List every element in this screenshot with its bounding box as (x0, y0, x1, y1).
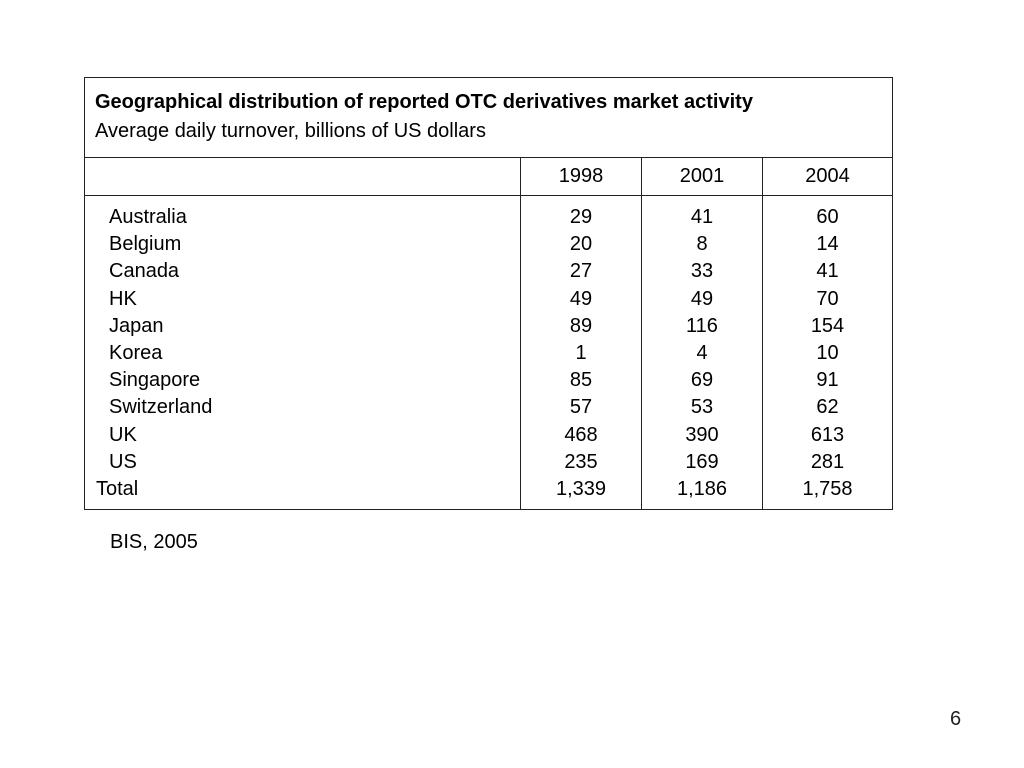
country-label: US (109, 450, 137, 473)
value-cell: 1 (575, 342, 587, 365)
value-cell: 390 (685, 423, 719, 446)
value-cell: 49 (690, 287, 714, 310)
value-cell: 57 (569, 396, 593, 419)
table-subtitle: Average daily turnover, billions of US d… (95, 120, 486, 142)
values-list-2004: 60 14 41 70 154 10 91 62 613 281 1,758 (763, 204, 892, 503)
values-column-1998: 29 20 27 49 89 1 85 57 468 235 1,339 (520, 194, 642, 511)
column-header: 1998 (520, 157, 642, 196)
value-cell: 154 (810, 314, 845, 337)
values-column-2004: 60 14 41 70 154 10 91 62 613 281 1,758 (761, 194, 894, 511)
value-cell: 10 (816, 342, 839, 365)
country-label: Japan (109, 314, 164, 337)
values-list-2001: 41 8 33 49 116 4 69 53 390 169 1,186 (642, 204, 762, 503)
total-value-cell: 1,758 (802, 478, 853, 501)
page-number: 6 (950, 708, 962, 730)
body-row: Australia Belgium Canada HK Japan Korea Singap… (84, 194, 894, 511)
value-cell: 41 (690, 206, 714, 228)
value-cell: 4 (696, 342, 708, 365)
total-label: Total (96, 478, 139, 501)
value-cell: 169 (685, 450, 719, 473)
header-blank-cell (84, 157, 521, 196)
country-label: Belgium (109, 233, 182, 256)
country-label: UK (109, 423, 137, 446)
country-label: HK (109, 287, 137, 310)
total-value-cell: 1,339 (555, 478, 607, 501)
source-note: BIS, 2005 (110, 531, 198, 553)
value-cell: 468 (564, 423, 598, 446)
value-cell: 60 (816, 206, 839, 228)
total-value-cell: 1,186 (676, 478, 728, 501)
table-title-cell: Geographical distribution of reported OT… (83, 77, 894, 158)
values-list-1998: 29 20 27 49 89 1 85 57 468 235 1,339 (521, 204, 641, 503)
value-cell: 235 (564, 450, 598, 473)
value-cell: 49 (569, 287, 593, 310)
value-cell: 8 (696, 233, 708, 256)
column-header: 2001 (641, 157, 763, 196)
value-cell: 14 (816, 233, 839, 256)
value-cell: 89 (569, 314, 593, 337)
value-cell: 41 (816, 260, 839, 283)
value-cell: 70 (816, 287, 839, 310)
value-cell: 613 (810, 423, 845, 446)
value-cell: 53 (690, 396, 714, 419)
header-row: 1998 2001 2004 (84, 157, 894, 196)
value-cell: 116 (686, 314, 718, 337)
country-label: Korea (109, 342, 163, 365)
values-column-2001: 41 8 33 49 116 4 69 53 390 169 1,186 (641, 194, 763, 511)
country-label: Switzerland (109, 396, 213, 419)
value-cell: 281 (810, 450, 845, 473)
value-cell: 27 (569, 260, 593, 283)
value-cell: 29 (569, 206, 593, 228)
column-header: 2004 (761, 157, 894, 196)
country-list: Australia Belgium Canada HK Japan Korea Singap… (85, 204, 520, 503)
otc-turnover-table: Geographical distribution of reported OT… (83, 77, 894, 511)
country-label: Australia (109, 206, 187, 228)
value-cell: 33 (690, 260, 714, 283)
country-label: Singapore (109, 369, 201, 392)
table-title: Geographical distribution of reported OT… (95, 91, 753, 113)
value-cell: 62 (816, 396, 839, 419)
value-cell: 20 (569, 233, 593, 256)
value-cell: 85 (569, 369, 593, 392)
country-label: Canada (109, 260, 180, 283)
value-cell: 91 (816, 369, 839, 392)
value-cell: 69 (690, 369, 714, 392)
country-column: Australia Belgium Canada HK Japan Korea Singap… (84, 194, 521, 511)
